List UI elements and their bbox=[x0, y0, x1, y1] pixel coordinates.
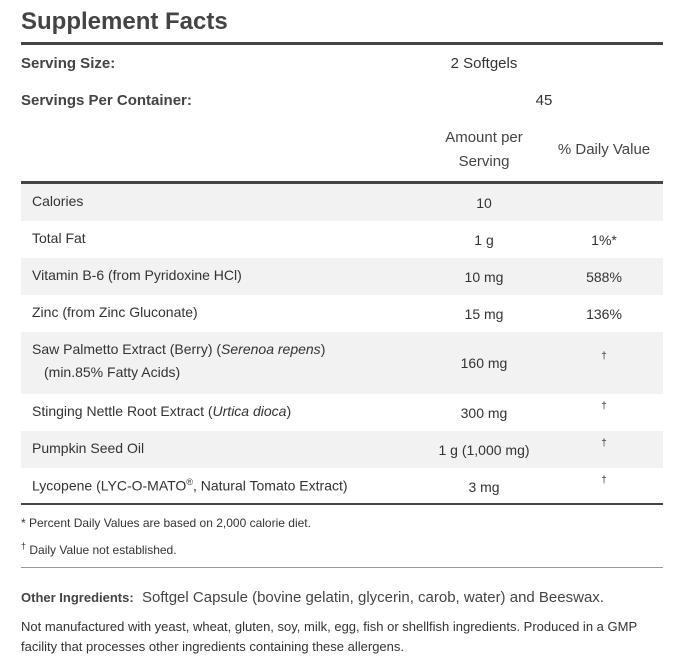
amount: 10 bbox=[476, 194, 492, 211]
name-part: Pumpkin Seed Oil bbox=[32, 440, 145, 456]
allergen-note: Not manufactured with yeast, wheat, glut… bbox=[21, 619, 637, 654]
amount: 160 mg bbox=[460, 355, 508, 371]
table-row: Zinc (from Zinc Gluconate) 15 mg 136% bbox=[21, 295, 663, 332]
name-part: , Natural Tomato Extract) bbox=[192, 477, 348, 494]
daily-value: 588% bbox=[586, 268, 622, 285]
amount: 3 mg bbox=[468, 478, 500, 495]
amount: 15 mg bbox=[464, 305, 504, 322]
daily-value: † bbox=[601, 351, 607, 362]
footnote: † Daily Value not established. bbox=[21, 541, 177, 557]
header-amount: Amount per Serving bbox=[445, 129, 523, 170]
name-part: Zinc (from Zinc Gluconate) bbox=[32, 304, 198, 320]
header-dv: % Daily Value bbox=[557, 141, 651, 158]
nutrient-name: Total Fat bbox=[32, 230, 86, 246]
other-ingredients: Other Ingredients: Softgel Capsule (bovi… bbox=[21, 589, 604, 606]
servings-value: 45 bbox=[535, 92, 553, 109]
amount: 10 mg bbox=[464, 268, 504, 285]
table-row: Lycopene (LYC-O-MATO®, Natural Tomato Ex… bbox=[21, 468, 663, 505]
footnote: * Percent Daily Values are based on 2,00… bbox=[21, 516, 311, 530]
nutrient-name: Vitamin B-6 (from Pyridoxine HCl) bbox=[32, 267, 242, 283]
name-part: ) bbox=[286, 403, 292, 419]
divider bbox=[21, 42, 663, 45]
daily-value: † bbox=[601, 474, 607, 486]
serving-size-label: Serving Size: bbox=[21, 55, 116, 72]
daily-value: † bbox=[601, 437, 607, 449]
footnote-mark: † bbox=[21, 541, 27, 551]
nutrient-name: Zinc (from Zinc Gluconate) bbox=[32, 304, 198, 320]
name-part: ) bbox=[320, 341, 326, 357]
divider bbox=[21, 567, 663, 568]
table-row: Stinging Nettle Root Extract (Urtica dio… bbox=[21, 394, 663, 431]
nutrient-name: Pumpkin Seed Oil bbox=[32, 440, 144, 456]
amount: 1 g (1,000 mg) bbox=[438, 441, 530, 458]
table-row: Total Fat 1 g 1%* bbox=[21, 221, 663, 258]
amount: 1 g bbox=[474, 231, 494, 248]
divider bbox=[21, 181, 663, 184]
name-part: Saw Palmetto Extract (Berry) ( bbox=[32, 341, 222, 357]
table-row: Pumpkin Seed Oil 1 g (1,000 mg) † bbox=[21, 431, 663, 468]
footnote-text: Daily Value not established. bbox=[29, 543, 177, 557]
nutrient-name: Calories bbox=[32, 193, 83, 209]
title: Supplement Facts bbox=[21, 8, 228, 35]
name-part: Calories bbox=[32, 193, 84, 209]
nutrient-name: Lycopene (LYC-O-MATO®, Natural Tomato Ex… bbox=[32, 477, 348, 494]
nutrient-name: Saw Palmetto Extract (Berry) (Serenoa re… bbox=[32, 341, 325, 380]
table-row: Vitamin B-6 (from Pyridoxine HCl) 10 mg 58… bbox=[21, 258, 663, 295]
nutrient-name: Stinging Nettle Root Extract (Urtica dio… bbox=[32, 403, 291, 419]
name-part: Stinging Nettle Root Extract ( bbox=[32, 403, 213, 419]
daily-value: 136% bbox=[586, 305, 622, 322]
servings-label: Servings Per Container: bbox=[21, 92, 192, 109]
name-part: Vitamin B-6 (from Pyridoxine HCl) bbox=[32, 267, 242, 283]
name-part: Lycopene (LYC-O-MATO bbox=[32, 477, 187, 494]
name-part: Total Fat bbox=[32, 230, 86, 246]
table-row: Calories 10 bbox=[21, 184, 663, 221]
daily-value: † bbox=[601, 400, 607, 412]
table-row: Saw Palmetto Extract (Berry) (Serenoa re… bbox=[21, 332, 663, 394]
serving-size-value: 2 Softgels bbox=[450, 55, 518, 72]
name-part: ® bbox=[186, 477, 193, 487]
nutrient-note: (min.85% Fatty Acids) bbox=[44, 364, 181, 380]
amount: 300 mg bbox=[460, 404, 508, 421]
name-part: Serenoa repens bbox=[221, 341, 321, 357]
other-ingredients-label: Other Ingredients: bbox=[21, 590, 134, 605]
daily-value: 1%* bbox=[591, 231, 617, 248]
other-ingredients-text: Softgel Capsule (bovine gelatin, glyceri… bbox=[142, 589, 604, 606]
divider bbox=[21, 503, 663, 505]
name-part: Urtica dioca bbox=[212, 403, 287, 419]
